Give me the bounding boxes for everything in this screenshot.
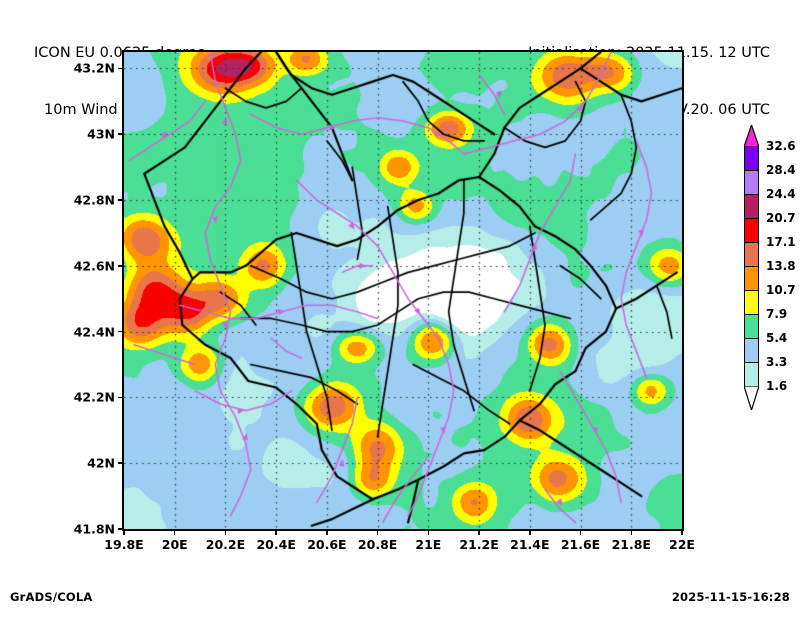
- colorbar-segment: [744, 194, 759, 218]
- x-tick-mark: [579, 529, 582, 535]
- colorbar-tick-label: 17.1: [766, 235, 796, 249]
- colorbar-segment: [744, 146, 759, 170]
- x-tick-mark: [630, 529, 633, 535]
- x-tick-mark: [427, 529, 430, 535]
- x-axis-tick-label: 20E: [161, 537, 188, 552]
- colorbar-segment: [744, 314, 759, 338]
- map-plot-area: [122, 50, 684, 531]
- colorbar-tick-label: 24.4: [766, 187, 796, 201]
- x-tick-mark: [326, 529, 328, 535]
- colorbar-segment: [744, 242, 759, 266]
- y-axis-tick-label: 42.4N: [73, 324, 115, 340]
- colorbar-tick-label: 32.6: [766, 139, 796, 153]
- x-axis-tick-label: 20.2E: [205, 537, 246, 552]
- y-tick-mark: [118, 528, 124, 530]
- colorbar: 32.6 28.4 24.4 20.7 17.1 13.8 10.7 7.9 5.4 3.3 1.6: [743, 123, 796, 413]
- colorbar-tick-label: 10.7: [766, 283, 796, 297]
- x-axis-tick-label: 21.8E: [611, 537, 651, 552]
- y-axis-tick-label: 42N: [87, 455, 115, 471]
- x-axis-tick-label: 20.4E: [256, 537, 296, 552]
- footer-producer: GrADS/COLA: [10, 590, 93, 604]
- y-tick-mark: [118, 462, 124, 464]
- colorbar-tick-label: 5.4: [766, 331, 788, 345]
- colorbar-segment: [744, 170, 759, 194]
- colorbar-tick-label: 20.7: [766, 211, 796, 225]
- colorbar-segment: [744, 338, 759, 362]
- x-tick-mark: [224, 529, 227, 535]
- colorbar-segment: [744, 362, 759, 386]
- y-axis-tick-label: 42.8N: [73, 192, 115, 208]
- x-tick-mark: [173, 529, 176, 535]
- colorbar-tick-label: 1.6: [766, 379, 788, 393]
- x-axis-tick-label: 21E: [415, 537, 442, 552]
- colorbar-tick-label: 28.4: [766, 163, 796, 177]
- y-axis-tick-label: 42.2N: [73, 389, 115, 405]
- y-axis-tick-label: 43.2N: [73, 60, 115, 76]
- x-axis-tick-label: 20.8E: [357, 537, 398, 552]
- x-axis-tick-label: 21.4E: [510, 537, 550, 552]
- y-axis-tick-label: 41.8N: [73, 521, 115, 537]
- x-axis-tick-label: 22E: [669, 537, 695, 552]
- colorbar-segment: [744, 266, 759, 290]
- y-tick-mark: [118, 67, 124, 70]
- colorbar-segment: [744, 218, 759, 242]
- y-tick-mark: [118, 330, 124, 333]
- colorbar-tick-label: 13.8: [766, 259, 796, 273]
- x-axis-tick-label: 20.6E: [307, 537, 347, 552]
- colorbar-tick-label: 3.3: [766, 355, 788, 369]
- colorbar-bottom-arrow: [743, 385, 760, 413]
- colorbar-segment: [744, 290, 759, 314]
- x-tick-mark: [529, 529, 531, 535]
- x-axis-tick-label: 21.2E: [459, 537, 499, 552]
- y-axis-tick-label: 43N: [87, 126, 115, 142]
- y-tick-mark: [118, 265, 124, 267]
- x-tick-mark: [123, 529, 125, 535]
- y-tick-mark: [118, 133, 124, 135]
- y-axis-tick-label: 42.6N: [73, 258, 115, 274]
- colorbar-tick-label: 7.9: [766, 307, 788, 321]
- x-tick-mark: [275, 529, 277, 535]
- y-tick-mark: [118, 199, 124, 201]
- x-axis-tick-label: 21.6E: [560, 537, 601, 552]
- colorbar-top-arrow: [743, 123, 760, 148]
- footer-timestamp: 2025-11-15-16:28: [671, 590, 790, 604]
- x-axis-tick-label: 19.8E: [104, 537, 144, 552]
- x-tick-mark: [376, 529, 379, 535]
- map-overlays: [124, 52, 682, 529]
- y-tick-mark: [118, 396, 124, 399]
- x-tick-mark: [681, 529, 683, 535]
- x-tick-mark: [478, 529, 480, 535]
